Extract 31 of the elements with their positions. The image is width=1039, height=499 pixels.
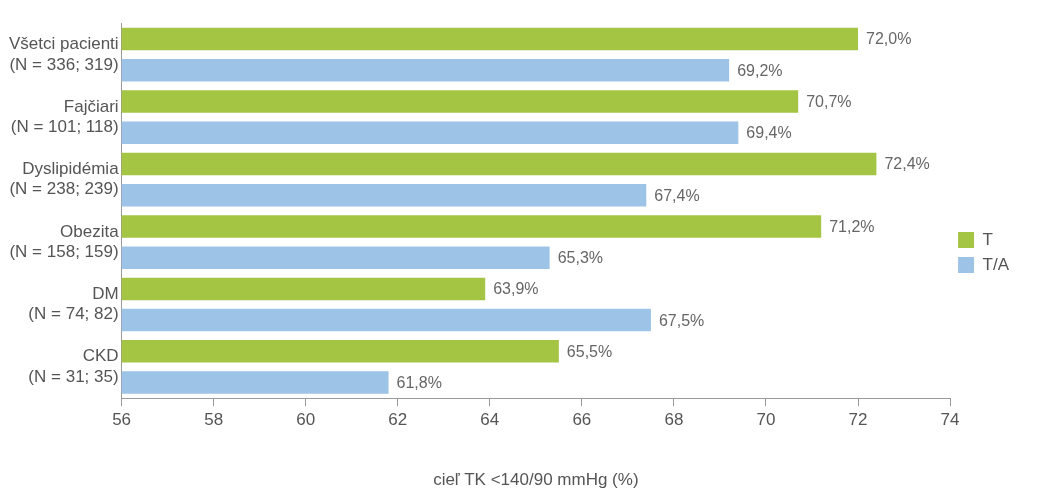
x-tick-label: 60 — [296, 410, 316, 430]
x-tick-label: 62 — [388, 410, 408, 430]
data-label: 71,2% — [829, 217, 875, 235]
y-tick-label: Všetci pacienti (N = 336; 319) — [8, 34, 119, 74]
y-tick-label: Dyslipidémia (N = 238; 239) — [9, 159, 120, 199]
data-label: 72,0% — [866, 30, 912, 48]
data-label: 63,9% — [493, 280, 539, 298]
data-label: 65,3% — [557, 249, 604, 267]
x-tick-label: 66 — [572, 410, 592, 430]
x-axis-title: cieľ TK <140/90 mmHg (%) — [433, 470, 639, 490]
y-tick-label: Obezita (N = 158; 159) — [9, 221, 120, 261]
data-label: 67,5% — [658, 311, 705, 329]
x-tick-label: 68 — [664, 410, 684, 430]
data-label: 69,4% — [746, 124, 792, 142]
data-label: 70,7% — [806, 92, 852, 110]
y-tick-label: DM (N = 74; 82) — [28, 283, 119, 324]
data-label: 65,5% — [566, 342, 613, 360]
x-tick-label: 58 — [204, 410, 224, 430]
legend-label: T/A — [982, 254, 1010, 274]
data-label: 67,4% — [654, 186, 700, 204]
y-tick-label: Fajčiari (N = 101; 118) — [10, 96, 119, 136]
x-tick-label: 74 — [940, 410, 960, 430]
y-tick-label: CKD (N = 31; 35) — [28, 346, 119, 386]
x-tick-label: 56 — [112, 410, 132, 430]
data-label: 69,2% — [737, 61, 783, 79]
legend-label: T — [982, 229, 993, 249]
data-label: 72,4% — [884, 155, 930, 173]
x-tick-label: 70 — [756, 410, 776, 430]
x-tick-label: 64 — [480, 410, 500, 430]
data-label: 61,8% — [396, 373, 442, 391]
x-tick-label: 72 — [848, 410, 868, 430]
